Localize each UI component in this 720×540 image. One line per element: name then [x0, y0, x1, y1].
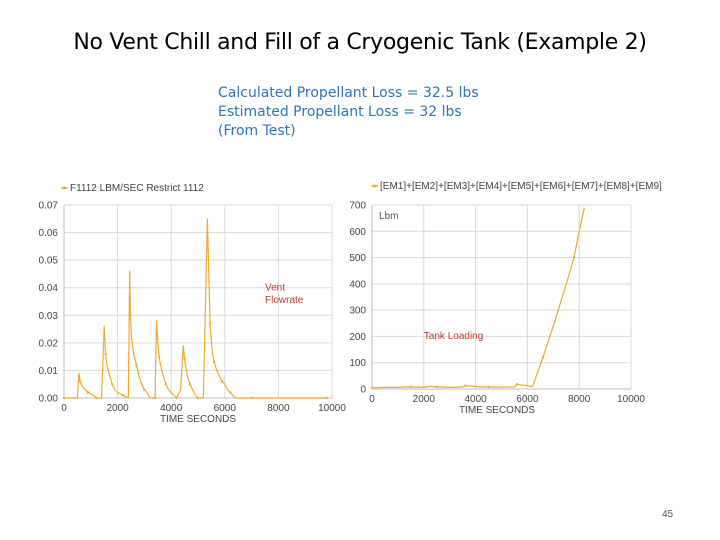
data-point [143, 388, 146, 391]
x-tick-label: 6000 [214, 403, 237, 414]
estimated-loss-note: Estimated Propellant Loss = 32 lbs [218, 104, 462, 120]
data-point [78, 380, 82, 383]
data-point [94, 396, 98, 400]
vent-flowrate-chart: 0.00 0.01 0.02 0.03 0.04 0.05 0.06 0.07 0 2000 400… [39, 183, 347, 425]
legend-marker [373, 184, 376, 188]
data-point [183, 358, 186, 361]
data-point [111, 383, 114, 386]
legend-entry: F1112 LBM/SEC Restrict 1112 [70, 183, 204, 194]
y-tick-label: 0.03 [39, 311, 59, 322]
data-point [153, 396, 157, 400]
y-tick-label: 0 [360, 385, 366, 396]
data-point [250, 396, 253, 400]
x-tick-label: 2000 [413, 394, 436, 405]
data-point [541, 356, 545, 359]
calculated-loss-note: Calculated Propellant Loss = 32.5 lbs [218, 85, 479, 101]
data-point [121, 394, 125, 397]
y-tick-label: 0.07 [39, 201, 59, 212]
data-point [129, 314, 132, 317]
from-test-note: (From Test) [218, 123, 296, 139]
page-number: 45 [662, 509, 674, 520]
x-tick-label: 4000 [464, 394, 487, 405]
slide-title: No Vent Chill and Fill of a Cryogenic Ta… [73, 30, 647, 55]
data-point [370, 386, 374, 389]
data-point [86, 391, 90, 394]
data-point [62, 396, 66, 400]
y-tick-label: 700 [349, 201, 366, 212]
y-tick-label: 0.00 [39, 394, 59, 405]
propellant-loss-notes: Calculated Propellant Loss = 32.5 lbs Es… [218, 84, 479, 141]
y-tick-label: 0.02 [39, 338, 59, 349]
data-point [409, 385, 413, 389]
x-tick-label: 6000 [516, 394, 539, 405]
data-point [208, 322, 212, 325]
legend-entry: [EM1]+[EM2]+[EM3]+[EM4]+[EM5]+[EM6]+[EM7… [380, 181, 662, 192]
y-tick-label: 0.04 [39, 283, 59, 294]
data-point [104, 352, 107, 356]
data-point [135, 363, 138, 367]
x-tick-label: 0 [369, 394, 375, 405]
data-point [196, 396, 200, 400]
x-tick-label: 2000 [106, 403, 129, 414]
chart-annotation: Flowrate [265, 295, 304, 306]
x-axis-label: TIME SECONDS [160, 414, 236, 425]
data-point [228, 391, 232, 394]
x-tick-label: 0 [61, 403, 67, 414]
data-point [157, 355, 161, 358]
x-tick-label: 4000 [160, 403, 183, 414]
tank-loading-chart: 0 100 200 300 400 500 600 700 0 2000 4000 6000 8000 1… [349, 181, 662, 416]
data-point [435, 385, 438, 389]
y-tick-label: 200 [349, 332, 366, 343]
y-tick-label: 0.05 [39, 256, 59, 267]
data-point [325, 396, 328, 400]
y-tick-label: 0.06 [39, 228, 59, 239]
data-point [464, 384, 467, 388]
x-tick-label: 10000 [318, 403, 346, 414]
data-point [572, 256, 576, 259]
data-point [188, 383, 192, 386]
x-axis-label: TIME SECONDS [459, 405, 535, 416]
unit-label: Lbm [379, 211, 398, 222]
data-point [515, 383, 519, 386]
legend-marker [63, 186, 66, 190]
y-tick-label: 100 [349, 358, 366, 369]
data-point [164, 383, 168, 386]
data-point [487, 385, 490, 389]
x-tick-label: 10000 [617, 394, 645, 405]
y-tick-label: 0.01 [39, 366, 59, 377]
data-point [220, 380, 224, 383]
chart-annotation: Tank Loading [424, 331, 484, 342]
data-point [212, 360, 216, 364]
y-tick-label: 500 [349, 253, 366, 264]
data-point [175, 396, 178, 400]
x-tick-label: 8000 [568, 394, 591, 405]
y-tick-label: 400 [349, 279, 366, 290]
y-tick-label: 600 [349, 227, 366, 238]
y-tick-label: 300 [349, 306, 366, 317]
chart-annotation: Vent [265, 282, 285, 293]
series-line [371, 207, 585, 389]
series-line [64, 218, 327, 399]
x-tick-label: 8000 [267, 403, 290, 414]
